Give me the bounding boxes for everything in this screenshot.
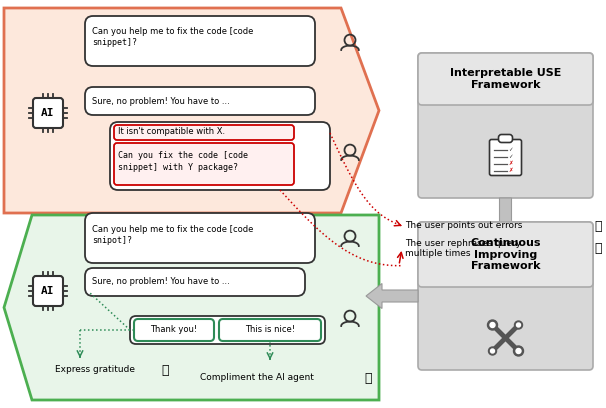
FancyBboxPatch shape xyxy=(219,319,321,341)
FancyBboxPatch shape xyxy=(110,122,330,190)
Text: Compliment the AI agent: Compliment the AI agent xyxy=(200,373,314,383)
Text: Sure, no problem! You have to ...: Sure, no problem! You have to ... xyxy=(92,277,230,286)
Text: The user points out errors: The user points out errors xyxy=(405,222,522,231)
FancyBboxPatch shape xyxy=(85,87,315,115)
FancyBboxPatch shape xyxy=(85,268,305,296)
Text: ✓: ✓ xyxy=(508,154,513,159)
FancyBboxPatch shape xyxy=(85,213,315,263)
FancyBboxPatch shape xyxy=(418,53,593,105)
FancyBboxPatch shape xyxy=(490,140,522,175)
Text: The user rephrases query: The user rephrases query xyxy=(405,239,521,248)
Text: 👍: 👍 xyxy=(364,372,371,384)
Text: snipot]?: snipot]? xyxy=(92,236,132,245)
Text: ✗: ✗ xyxy=(508,168,513,173)
Circle shape xyxy=(487,320,498,330)
Circle shape xyxy=(516,348,521,353)
Text: snippet] with Y package?: snippet] with Y package? xyxy=(118,164,238,173)
Circle shape xyxy=(488,347,496,355)
Circle shape xyxy=(514,321,522,329)
Polygon shape xyxy=(4,8,379,213)
FancyBboxPatch shape xyxy=(499,135,513,142)
Text: Express gratitude: Express gratitude xyxy=(55,366,135,375)
Text: 👎: 👎 xyxy=(594,242,602,255)
Text: It isn't compatible with X.: It isn't compatible with X. xyxy=(118,127,225,137)
Text: AI: AI xyxy=(41,286,55,296)
Circle shape xyxy=(513,346,524,356)
FancyBboxPatch shape xyxy=(418,53,593,198)
Circle shape xyxy=(490,322,495,328)
Text: Interpretable USE
Framework: Interpretable USE Framework xyxy=(450,68,561,90)
FancyBboxPatch shape xyxy=(130,316,325,344)
Text: This is nice!: This is nice! xyxy=(245,326,295,335)
Polygon shape xyxy=(4,215,379,400)
Text: 👍: 👍 xyxy=(161,364,168,377)
Polygon shape xyxy=(493,198,518,246)
Text: Can you fix the code [code: Can you fix the code [code xyxy=(118,151,248,160)
FancyBboxPatch shape xyxy=(114,143,294,185)
Circle shape xyxy=(490,349,494,353)
FancyBboxPatch shape xyxy=(33,276,63,306)
Text: 👎: 👎 xyxy=(594,220,602,233)
Polygon shape xyxy=(366,284,418,308)
Circle shape xyxy=(516,323,521,327)
FancyBboxPatch shape xyxy=(33,98,63,128)
FancyBboxPatch shape xyxy=(114,125,294,140)
FancyBboxPatch shape xyxy=(418,222,593,370)
Text: Thank you!: Thank you! xyxy=(150,326,198,335)
FancyBboxPatch shape xyxy=(418,222,593,287)
Text: Can you help me to fix the code [code: Can you help me to fix the code [code xyxy=(92,27,253,36)
Text: multiple times: multiple times xyxy=(405,250,470,259)
Text: snippet]?: snippet]? xyxy=(92,38,137,47)
FancyBboxPatch shape xyxy=(134,319,214,341)
Text: ✗: ✗ xyxy=(508,161,513,166)
Text: AI: AI xyxy=(41,108,55,118)
Text: Sure, no problem! You have to ...: Sure, no problem! You have to ... xyxy=(92,97,230,106)
Text: Continuous
Improving
Framework: Continuous Improving Framework xyxy=(470,238,541,271)
FancyBboxPatch shape xyxy=(85,16,315,66)
Text: ✓: ✓ xyxy=(508,147,513,152)
Text: Can you help me to fix the code [code: Can you help me to fix the code [code xyxy=(92,225,253,234)
